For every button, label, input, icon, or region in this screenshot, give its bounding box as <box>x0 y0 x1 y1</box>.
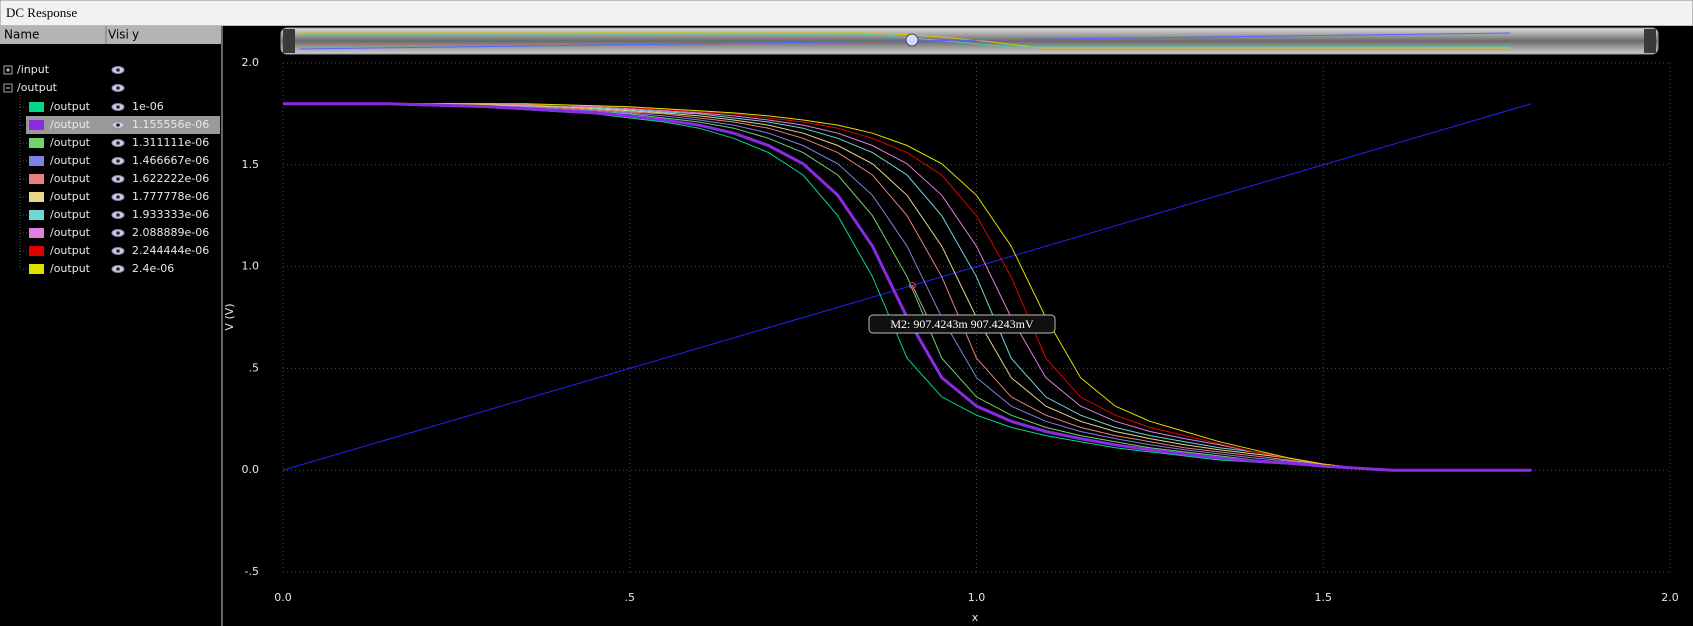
column-header: Name <box>4 28 39 42</box>
sweep-value: 1.622222e-06 <box>132 172 209 185</box>
y-tick-label: .5 <box>249 361 260 374</box>
y-tick-label: 1.0 <box>242 260 260 273</box>
signal-name[interactable]: /output <box>50 262 91 275</box>
sweep-value: 2.088889e-06 <box>132 226 209 239</box>
visibility-pupil <box>116 231 120 235</box>
visibility-pupil <box>116 105 120 109</box>
visibility-pupil <box>116 68 120 72</box>
y-tick-label: -.5 <box>245 565 259 578</box>
sweep-value: 1.466667e-06 <box>132 154 209 167</box>
color-swatch <box>29 246 44 256</box>
color-swatch <box>29 138 44 148</box>
color-swatch <box>29 192 44 202</box>
visibility-pupil <box>116 123 120 127</box>
signal-name[interactable]: /input <box>17 63 50 76</box>
title-bar <box>0 0 1693 27</box>
color-swatch <box>29 174 44 184</box>
visibility-pupil <box>116 213 120 217</box>
visibility-pupil <box>116 249 120 253</box>
color-swatch <box>29 210 44 220</box>
overview-marker <box>905 33 919 47</box>
group-name[interactable]: /output <box>17 81 58 94</box>
x-tick-label: 2.0 <box>1661 591 1679 604</box>
trace <box>283 103 1532 471</box>
marker-label-box <box>868 314 1056 334</box>
sweep-value: 2.4e-06 <box>132 262 174 275</box>
signal-name[interactable]: /output <box>50 190 91 203</box>
marker-point <box>908 281 916 289</box>
signal-name[interactable]: /output <box>50 208 91 221</box>
x-axis-label: x <box>972 611 979 624</box>
x-tick-label: .5 <box>625 591 636 604</box>
color-swatch <box>29 228 44 238</box>
signal-name[interactable]: /output <box>50 226 91 239</box>
trace <box>283 103 1532 471</box>
overview-handle[interactable] <box>1644 29 1656 53</box>
sweep-value: 2.244444e-06 <box>132 244 209 257</box>
signal-name[interactable]: /output <box>50 172 91 185</box>
y-tick-label: 2.0 <box>242 56 260 69</box>
x-tick-label: 1.0 <box>968 591 986 604</box>
column-header: y <box>132 28 139 42</box>
column-header: Visi <box>108 28 129 42</box>
signal-name[interactable]: /output <box>50 136 91 149</box>
sweep-value: 1.155556e-06 <box>132 118 209 131</box>
y-tick-label: 1.5 <box>242 158 260 171</box>
sweep-value: 1.777778e-06 <box>132 190 209 203</box>
signal-name[interactable]: /output <box>50 154 91 167</box>
marker-label: M2: 907.4243m 907.4243mV <box>890 317 1034 331</box>
panel-header <box>0 26 222 44</box>
overview-handle[interactable] <box>283 29 295 53</box>
sweep-value: 1e-06 <box>132 100 164 113</box>
sweep-value: 1.933333e-06 <box>132 208 209 221</box>
visibility-pupil <box>116 267 120 271</box>
visibility-pupil <box>116 141 120 145</box>
window-title: DC Response <box>6 5 77 20</box>
overview-bar[interactable] <box>280 27 1659 55</box>
color-swatch <box>29 120 44 130</box>
signal-name[interactable]: /output <box>50 118 91 131</box>
color-swatch <box>29 156 44 166</box>
color-swatch <box>29 264 44 274</box>
x-tick-label: 0.0 <box>274 591 292 604</box>
x-tick-label: 1.5 <box>1315 591 1333 604</box>
sweep-value: 1.311111e-06 <box>132 136 209 149</box>
signal-name[interactable]: /output <box>50 244 91 257</box>
visibility-pupil <box>116 86 120 90</box>
visibility-pupil <box>116 177 120 181</box>
visibility-pupil <box>116 195 120 199</box>
y-axis-label: V (V) <box>223 303 236 330</box>
visibility-pupil <box>116 159 120 163</box>
color-swatch <box>29 102 44 112</box>
signal-name[interactable]: /output <box>50 100 91 113</box>
y-tick-label: 0.0 <box>242 463 260 476</box>
overview-trace <box>299 32 1511 50</box>
